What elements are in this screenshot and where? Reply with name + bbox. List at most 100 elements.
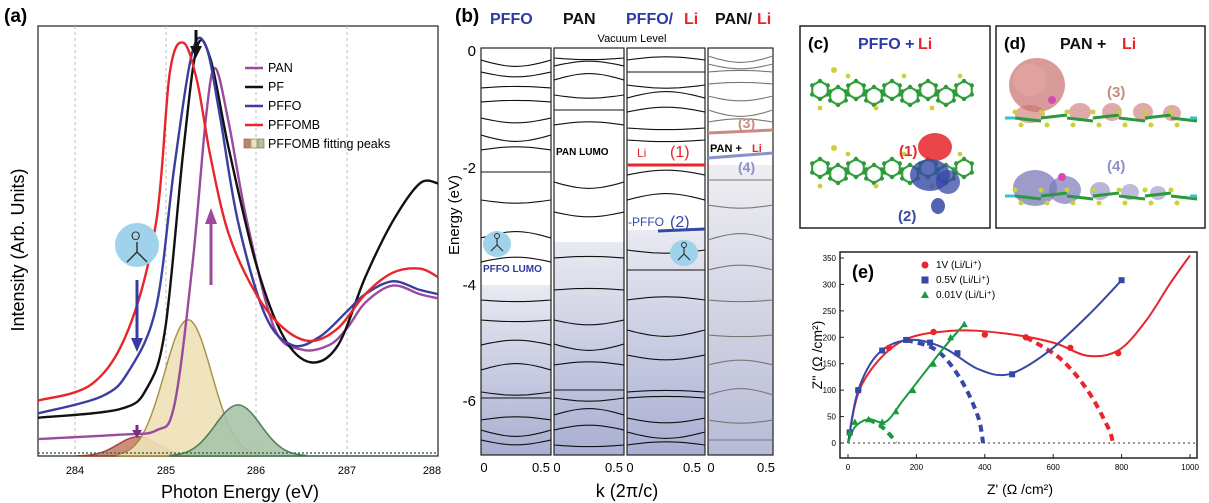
atom [1168,187,1174,193]
band-line [707,233,774,241]
atom [907,102,913,108]
up-arrow-icon [205,208,217,285]
atom [961,78,967,84]
molecule-ring [883,79,901,101]
molecule-ring [865,163,883,185]
band-line [480,299,552,303]
panel-a-frame [37,25,439,457]
tick-label: 200 [910,463,924,472]
band-line [707,118,774,123]
state-1-label: (1) [670,144,690,161]
atom [861,170,866,175]
tick-label: 300 [823,280,837,289]
atom [954,83,959,88]
atom [1044,122,1050,128]
xas-curves [37,36,439,441]
atom [879,98,884,103]
atom [1096,122,1102,128]
legend-label: PFFOMB [268,118,320,132]
atom [843,89,848,94]
band-line [553,319,625,326]
svg-text:287: 287 [338,465,356,477]
atom [1064,187,1070,193]
atom [879,89,884,94]
data-point [947,333,955,341]
band-line [553,94,625,99]
curve-pffo [37,36,439,415]
atom [864,167,869,172]
atom [954,161,959,166]
band-line [480,146,552,151]
tick-label: 0 [846,463,851,472]
bond [1014,116,1042,123]
atom [961,174,967,180]
ketone-icon [670,240,698,266]
molecule-ring [883,157,901,179]
svg-text:284: 284 [66,465,84,477]
panel-e-legend: 1V (Li/Li⁺) 0.5V (Li/Li⁺) 0.01V (Li/Li⁺) [921,260,995,301]
atom [825,83,830,88]
bond [1118,116,1146,123]
band-line [626,329,706,337]
tick-label: 350 [823,254,837,263]
molecule-ring [901,85,919,107]
data-point [909,386,917,394]
atom [915,98,920,103]
band-line [626,395,706,399]
bond [1144,191,1172,198]
legend-marker [921,261,929,269]
panel-b-yticks: 0 -2 -4 -6 [463,43,476,410]
band-line [480,99,552,103]
atom [936,89,941,94]
atom [925,96,931,102]
svg-text:PAN: PAN [563,11,596,28]
curve-pffomb [37,41,439,402]
data-point [879,347,886,354]
panel-d-label: (d) [1004,34,1026,53]
data-point [1118,277,1125,284]
legend-label: PAN [268,61,293,75]
atom [936,98,941,103]
data-point [892,407,900,415]
state-2-label: (2) [670,214,690,231]
curve-pf [37,38,439,419]
impedance-data [846,254,1191,445]
band-line [553,397,625,402]
band-line [480,85,552,89]
atom [1148,122,1154,128]
atom [861,92,866,97]
atom [900,176,905,181]
atom [817,183,823,189]
atom [845,73,851,79]
atom [889,78,895,84]
atom [918,92,923,97]
legend-label: 1V (Li/Li⁺) [936,260,981,271]
band-line [553,211,625,218]
atom [933,83,938,88]
molecule-ring [919,79,937,101]
atom [825,161,830,166]
band-line [480,439,552,446]
atom [933,92,938,97]
atom [853,174,859,180]
atom [873,183,879,189]
state-3-d-label: (3) [1107,84,1125,101]
band-line [480,134,552,142]
atom [828,176,833,181]
state-2-c-label: (2) [898,208,916,225]
fit-extrapolation [905,337,986,444]
pan-chain-bottom [1005,187,1198,206]
atom [882,92,887,97]
fit-curve [847,279,1123,444]
atom [1096,200,1102,206]
band-line [707,264,774,271]
data-point [930,328,937,336]
panel-b-ylabel: Energy (eV) [446,175,463,255]
molecule-ring [847,157,865,179]
atom [882,170,887,175]
panel-e-label: (e) [852,262,874,282]
band-line [553,361,625,366]
atom [900,167,905,172]
atom [843,98,848,103]
